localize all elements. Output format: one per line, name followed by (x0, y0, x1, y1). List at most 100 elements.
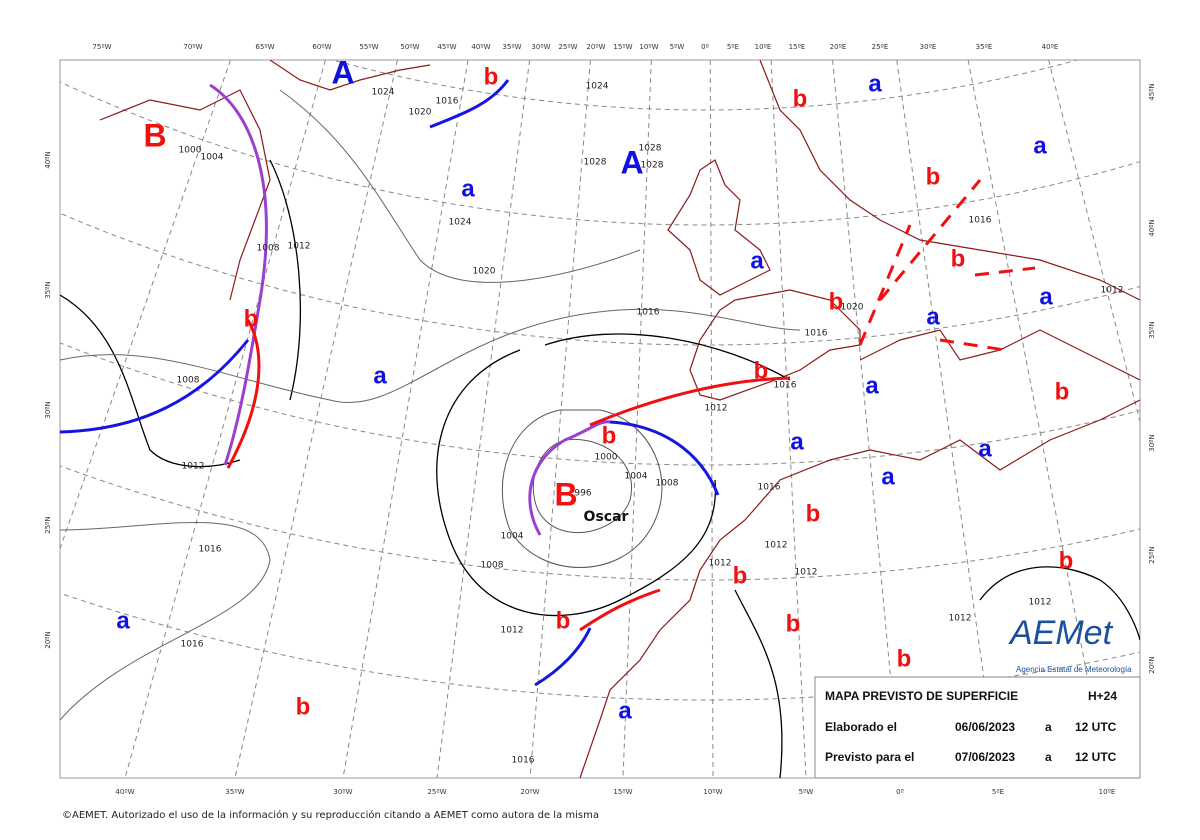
isobar-label: 1016 (969, 216, 992, 226)
meridian (896, 60, 999, 778)
parallel (60, 80, 1140, 226)
longitude-label: 10ºW (703, 788, 722, 796)
meridian (1048, 60, 1140, 424)
latitude-label: 20ºN (1148, 656, 1156, 673)
longitude-label: 45ºW (437, 43, 456, 51)
isobar-label: 1024 (372, 88, 395, 98)
meridian (342, 60, 469, 778)
longitude-label: 60ºW (312, 43, 331, 51)
pressure-centre-minor: b (733, 562, 748, 589)
isobar-label: 1012 (795, 568, 818, 578)
cold-front (534, 627, 592, 687)
info-cell: 06/06/2023 (955, 720, 1015, 734)
pressure-centre-minor: a (618, 697, 632, 724)
isobar-label: 1012 (709, 559, 732, 569)
longitude-label: 40ºW (471, 43, 490, 51)
cold-front (429, 79, 510, 129)
occluded-front (209, 83, 268, 466)
storm-name: Oscar (584, 509, 629, 525)
latitude-label: 30ºN (1148, 434, 1156, 451)
isobar-label: 1016 (758, 483, 781, 493)
logo-subtitle: Agencia Estatal de Meteorología (1016, 665, 1132, 674)
isobar-label: 1028 (639, 144, 662, 154)
longitude-label: 40ºW (115, 788, 134, 796)
latitude-label: 25ºN (44, 516, 52, 533)
warm-front (579, 588, 661, 632)
isobar-label: 1016 (637, 308, 660, 318)
isobar-label: 1020 (841, 303, 864, 313)
info-title: MAPA PREVISTO DE SUPERFICIE (825, 689, 1018, 703)
pressure-centre-minor: b (951, 245, 966, 272)
coastline (579, 519, 746, 778)
pressure-centre-minor: b (926, 163, 941, 190)
latitude-label: 40ºN (1148, 219, 1156, 236)
meridian (709, 60, 714, 778)
latitude-label: 45ºN (1148, 83, 1156, 100)
isobar-label: 1008 (481, 561, 504, 571)
latitude-label: 35ºN (1148, 321, 1156, 338)
isobar-label: 1008 (257, 244, 280, 254)
pressure-centre-minor: b (244, 305, 259, 332)
longitude-label: 40ºE (1042, 43, 1059, 51)
pressure-centre-minor: a (1039, 283, 1053, 310)
isobar-label: 1004 (625, 472, 648, 482)
pressure-centre-minor: b (484, 63, 499, 90)
coastline (99, 89, 271, 301)
pressure-centre-minor: a (373, 362, 387, 389)
isobar-label: 1028 (584, 158, 607, 168)
isobar-label: 996 (574, 489, 591, 499)
pressure-centre-minor: b (897, 645, 912, 672)
pressure-centre-minor: a (868, 70, 882, 97)
longitude-label: 20ºW (520, 788, 539, 796)
coastline (759, 60, 1140, 301)
meridian (832, 60, 901, 778)
isobar-label: 1020 (473, 267, 496, 277)
longitude-label: 25ºE (872, 43, 889, 51)
latitude-label: 20ºN (44, 631, 52, 648)
isobar-label: 1012 (288, 242, 311, 252)
pressure-centre-minor: a (461, 175, 475, 202)
info-box (814, 676, 1141, 779)
info-cell: 12 UTC (1075, 720, 1117, 734)
meridian (967, 60, 1108, 778)
parallel (331, 60, 1079, 111)
longitude-label: 10ºE (1099, 788, 1116, 796)
pressure-centre-minor: b (793, 85, 808, 112)
isobar (279, 89, 641, 283)
longitude-label: 10ºE (755, 43, 772, 51)
isobar-label: 1012 (765, 541, 788, 551)
longitude-label: 75ºW (92, 43, 111, 51)
longitude-label: 35ºE (976, 43, 993, 51)
pressure-centre-minor: a (116, 607, 130, 634)
longitude-label: 15ºW (613, 43, 632, 51)
longitude-label: 10ºW (639, 43, 658, 51)
info-cell: Previsto para el (825, 750, 914, 764)
pressure-centre-minor: a (790, 428, 804, 455)
isobar-label: 1012 (1029, 598, 1052, 608)
meridian (529, 60, 591, 778)
pressure-centre-minor: b (829, 288, 844, 315)
longitude-label: 15ºE (789, 43, 806, 51)
latitude-label: 40ºN (44, 151, 52, 168)
pressure-centre-minor: b (786, 610, 801, 637)
pressure-centre-minor: a (750, 247, 764, 274)
isobar-label: 1020 (409, 108, 432, 118)
longitude-label: 30ºE (920, 43, 937, 51)
isobar-label: 1012 (182, 462, 205, 472)
isobar-label: 1012 (1101, 286, 1124, 296)
meridian (234, 60, 398, 778)
isobar-label: 1000 (595, 453, 618, 463)
isobar-label: 1016 (181, 640, 204, 650)
longitude-label: 35ºW (225, 788, 244, 796)
isobar (501, 409, 663, 568)
isobar-label: 1008 (177, 376, 200, 386)
isobar-label: 1024 (449, 218, 472, 228)
latitude-label: 30ºN (44, 401, 52, 418)
pressure-centre-minor: b (556, 607, 571, 634)
longitude-label: 15ºW (613, 788, 632, 796)
occluded-front (528, 420, 611, 536)
pressure-centre-minor: b (754, 357, 769, 384)
longitude-label: 25ºW (427, 788, 446, 796)
pressure-centre: A (331, 54, 354, 90)
